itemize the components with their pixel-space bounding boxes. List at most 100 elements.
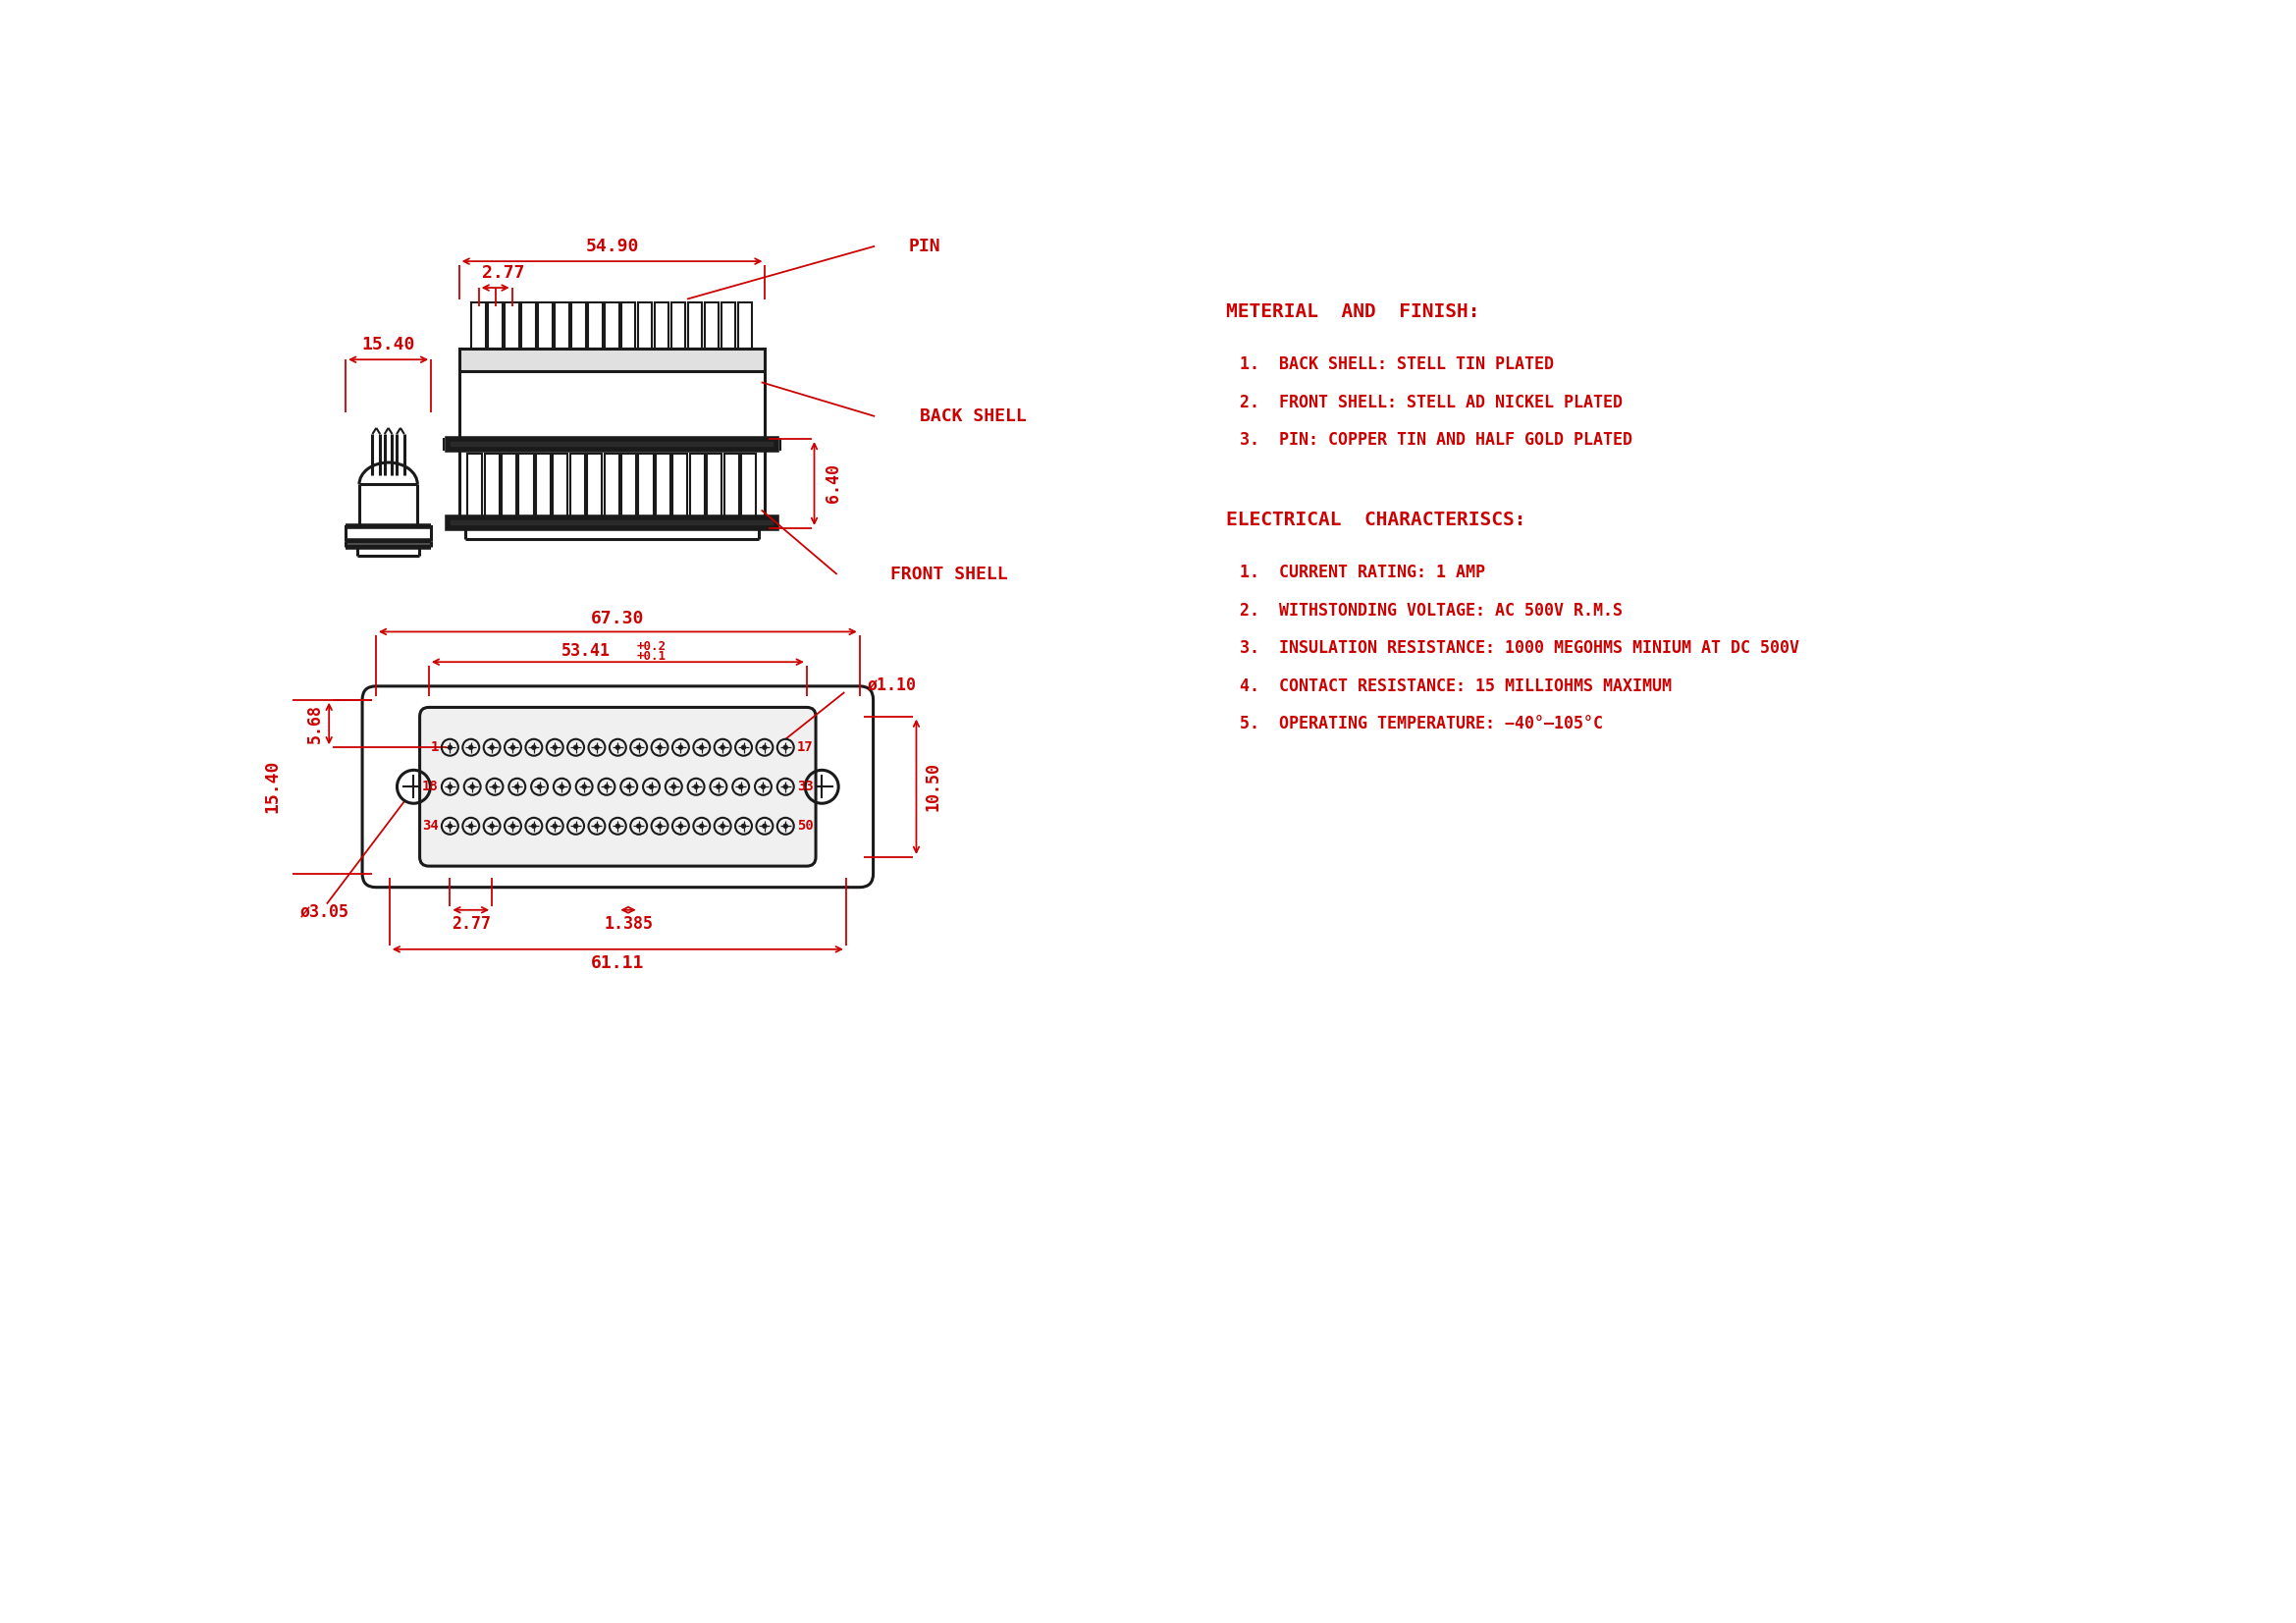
Text: ø3.05: ø3.05 <box>301 902 349 920</box>
Circle shape <box>627 784 631 789</box>
Bar <box>484 453 498 518</box>
Circle shape <box>693 784 698 789</box>
Bar <box>737 304 753 349</box>
Bar <box>638 304 652 349</box>
Circle shape <box>595 745 599 750</box>
Text: BACK SHELL: BACK SHELL <box>921 407 1026 425</box>
Text: 17: 17 <box>797 740 813 755</box>
Text: 5.68: 5.68 <box>308 704 324 743</box>
Text: 1.385: 1.385 <box>604 915 652 932</box>
Bar <box>689 453 705 518</box>
Circle shape <box>721 824 726 828</box>
Circle shape <box>721 745 726 750</box>
FancyBboxPatch shape <box>363 687 872 888</box>
Circle shape <box>468 745 473 750</box>
Bar <box>622 453 636 518</box>
Circle shape <box>700 745 705 750</box>
Bar <box>556 304 569 349</box>
Bar <box>670 304 687 349</box>
Bar <box>487 304 503 349</box>
Circle shape <box>574 745 579 750</box>
Text: ELECTRICAL  CHARACTERISCS:: ELECTRICAL CHARACTERISCS: <box>1226 511 1527 529</box>
Circle shape <box>615 745 620 750</box>
Circle shape <box>537 784 542 789</box>
Text: 50: 50 <box>797 820 813 833</box>
Circle shape <box>533 824 537 828</box>
Circle shape <box>636 824 641 828</box>
Circle shape <box>471 784 475 789</box>
Circle shape <box>514 784 519 789</box>
Text: 4.  CONTACT RESISTANCE: 15 MILLIOHMS MAXIMUM: 4. CONTACT RESISTANCE: 15 MILLIOHMS MAXI… <box>1240 677 1671 695</box>
Bar <box>468 453 482 518</box>
Circle shape <box>489 745 494 750</box>
Circle shape <box>739 784 744 789</box>
Text: 34: 34 <box>422 820 439 833</box>
Text: +0.1: +0.1 <box>636 651 666 664</box>
Circle shape <box>650 784 654 789</box>
Circle shape <box>762 745 767 750</box>
Text: 2.  WITHSTONDING VOLTAGE: AC 500V R.M.S: 2. WITHSTONDING VOLTAGE: AC 500V R.M.S <box>1240 602 1623 620</box>
Circle shape <box>448 745 452 750</box>
Bar <box>553 453 567 518</box>
Text: 15.40: 15.40 <box>363 336 416 354</box>
Bar <box>588 304 602 349</box>
Text: 10.50: 10.50 <box>923 763 941 812</box>
Text: 3.  PIN: COPPER TIN AND HALF GOLD PLATED: 3. PIN: COPPER TIN AND HALF GOLD PLATED <box>1240 432 1632 450</box>
Text: 2.  FRONT SHELL: STELL AD NICKEL PLATED: 2. FRONT SHELL: STELL AD NICKEL PLATED <box>1240 394 1623 411</box>
Text: METERIAL  AND  FINISH:: METERIAL AND FINISH: <box>1226 304 1481 321</box>
Text: +0.2: +0.2 <box>636 641 666 652</box>
Circle shape <box>783 745 788 750</box>
Text: 67.30: 67.30 <box>590 609 645 626</box>
Bar <box>519 453 533 518</box>
Circle shape <box>657 745 661 750</box>
Text: 54.90: 54.90 <box>585 237 638 255</box>
Circle shape <box>510 745 514 750</box>
Circle shape <box>677 745 682 750</box>
Circle shape <box>448 824 452 828</box>
Circle shape <box>533 745 537 750</box>
Circle shape <box>489 824 494 828</box>
Text: 5.  OPERATING TEMPERATURE: −40°–105°C: 5. OPERATING TEMPERATURE: −40°–105°C <box>1240 714 1603 732</box>
Bar <box>705 304 719 349</box>
Circle shape <box>595 824 599 828</box>
Circle shape <box>783 824 788 828</box>
Circle shape <box>670 784 675 789</box>
Text: 18: 18 <box>422 781 439 794</box>
Circle shape <box>762 824 767 828</box>
Circle shape <box>560 784 565 789</box>
Text: 1.  BACK SHELL: STELL TIN PLATED: 1. BACK SHELL: STELL TIN PLATED <box>1240 355 1554 373</box>
Circle shape <box>574 824 579 828</box>
Circle shape <box>700 824 705 828</box>
Text: PIN: PIN <box>909 237 941 255</box>
Text: 1: 1 <box>429 740 439 755</box>
Text: ø1.10: ø1.10 <box>868 675 916 693</box>
Bar <box>572 304 585 349</box>
Bar <box>459 349 765 372</box>
Bar <box>622 304 636 349</box>
Bar <box>723 453 739 518</box>
Circle shape <box>510 824 514 828</box>
Circle shape <box>677 824 682 828</box>
Bar <box>505 304 519 349</box>
Circle shape <box>604 784 608 789</box>
Bar <box>689 304 703 349</box>
Circle shape <box>716 784 721 789</box>
Text: 6.40: 6.40 <box>824 464 843 503</box>
Circle shape <box>468 824 473 828</box>
Bar <box>448 438 776 450</box>
Bar <box>638 453 654 518</box>
Circle shape <box>760 784 765 789</box>
Text: 3.  INSULATION RESISTANCE: 1000 MEGOHMS MINIUM AT DC 500V: 3. INSULATION RESISTANCE: 1000 MEGOHMS M… <box>1240 639 1800 657</box>
Circle shape <box>636 745 641 750</box>
Bar <box>657 453 670 518</box>
Circle shape <box>553 745 558 750</box>
Text: 2.77: 2.77 <box>452 915 491 932</box>
Circle shape <box>553 824 558 828</box>
Text: 1.  CURRENT RATING: 1 AMP: 1. CURRENT RATING: 1 AMP <box>1240 563 1486 581</box>
Text: FRONT SHELL: FRONT SHELL <box>891 565 1008 583</box>
Circle shape <box>742 824 746 828</box>
Bar <box>654 304 668 349</box>
Bar <box>742 453 755 518</box>
Text: 2.77: 2.77 <box>482 265 526 281</box>
Text: 33: 33 <box>797 781 813 794</box>
